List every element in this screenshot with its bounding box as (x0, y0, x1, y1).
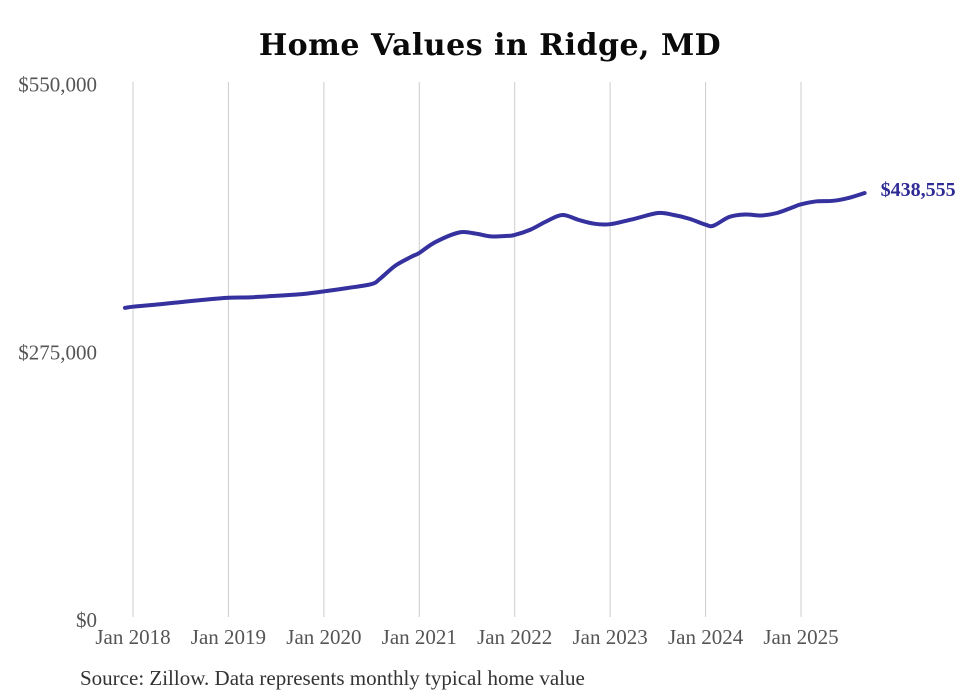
y-axis-labels: $0 $275,000 $550,000 (18, 73, 97, 633)
home-value-series-line (123, 191, 867, 310)
y-tick-label: $0 (76, 608, 97, 632)
gridlines (132, 82, 802, 617)
source-note: Source: Zillow. Data represents monthly … (80, 666, 585, 690)
x-tick-label: Jan 2024 (668, 625, 744, 649)
x-tick-label: Jan 2023 (572, 625, 647, 649)
x-tick-label: Jan 2025 (763, 625, 838, 649)
x-tick-label: Jan 2022 (477, 625, 552, 649)
x-tick-label: Jan 2020 (286, 625, 361, 649)
y-tick-label: $550,000 (18, 73, 97, 97)
latest-value-label: $438,555 (881, 179, 956, 201)
x-tick-label: Jan 2021 (382, 625, 457, 649)
chart-title: Home Values in Ridge, MD (258, 28, 722, 63)
x-axis-labels: Jan 2018 Jan 2019 Jan 2020 Jan 2021 Jan 2022… (95, 625, 838, 649)
x-tick-label: Jan 2019 (191, 625, 266, 649)
x-tick-label: Jan 2018 (95, 625, 170, 649)
y-tick-label: $275,000 (18, 340, 97, 364)
